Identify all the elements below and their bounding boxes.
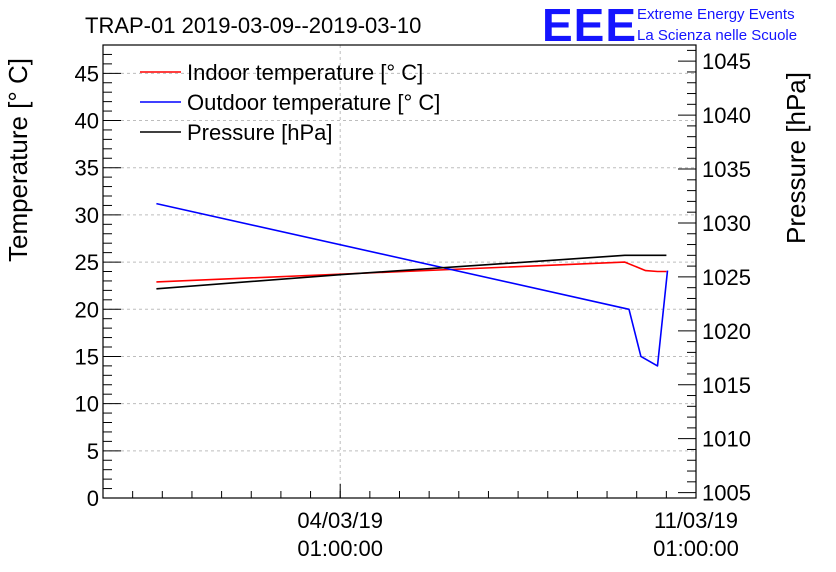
right-axis-label: Pressure [hPa] <box>781 72 811 244</box>
right-tick-label: 1010 <box>702 427 751 452</box>
left-axis: 0 5 10 15 20 25 30 35 40 45 <box>75 53 121 511</box>
x-tick-date: 11/03/19 <box>654 508 738 533</box>
x-tick-date: 04/03/19 <box>297 508 383 533</box>
left-tick-label: 5 <box>87 439 99 464</box>
left-tick-label: 40 <box>75 109 99 134</box>
logo-line2: La Scienza nelle Scuole <box>637 27 797 44</box>
eee-logo: EEE Extreme Energy Events La Scienza nel… <box>542 0 797 51</box>
right-tick-label: 1005 <box>702 481 751 506</box>
series-group <box>156 202 669 367</box>
right-tick-label: 1035 <box>702 157 751 182</box>
left-axis-label: Temperature [° C] <box>3 58 33 262</box>
series-pressure-line <box>156 254 667 290</box>
x-axis: 04/03/19 01:00:00 11/03/19 01:00:00 <box>102 484 739 561</box>
right-tick-label: 1025 <box>702 265 751 290</box>
series-indoor-line <box>156 261 667 283</box>
series-outdoor-line <box>156 202 669 367</box>
left-tick-label: 25 <box>75 250 99 275</box>
x-tick-time: 01:00:00 <box>653 536 739 561</box>
left-tick-label: 0 <box>87 486 99 511</box>
right-tick-label: 1045 <box>702 49 751 74</box>
right-axis: 1005 1010 1015 1020 1025 1030 1035 1040 1045 <box>678 49 751 506</box>
right-tick-label: 1015 <box>702 373 751 398</box>
x-tick-time: 01:00:00 <box>297 536 383 561</box>
logo-mark: EEE <box>542 0 637 51</box>
left-tick-label: 20 <box>75 297 99 322</box>
legend-outdoor: Outdoor temperature [° C] <box>187 90 440 115</box>
left-tick-label: 10 <box>75 392 99 417</box>
legend-pressure: Pressure [hPa] <box>187 120 333 145</box>
left-tick-label: 15 <box>75 344 99 369</box>
right-tick-label: 1040 <box>702 103 751 128</box>
chart-title: TRAP-01 2019-03-09--2019-03-10 <box>85 13 421 38</box>
left-tick-label: 35 <box>75 156 99 181</box>
legend: Indoor temperature [° C] Outdoor tempera… <box>140 60 440 145</box>
legend-indoor: Indoor temperature [° C] <box>187 60 423 85</box>
left-tick-label: 45 <box>75 61 99 86</box>
grid <box>103 45 697 498</box>
logo-line1: Extreme Energy Events <box>637 6 795 23</box>
right-tick-label: 1030 <box>702 211 751 236</box>
right-tick-label: 1020 <box>702 319 751 344</box>
left-tick-label: 30 <box>75 203 99 228</box>
